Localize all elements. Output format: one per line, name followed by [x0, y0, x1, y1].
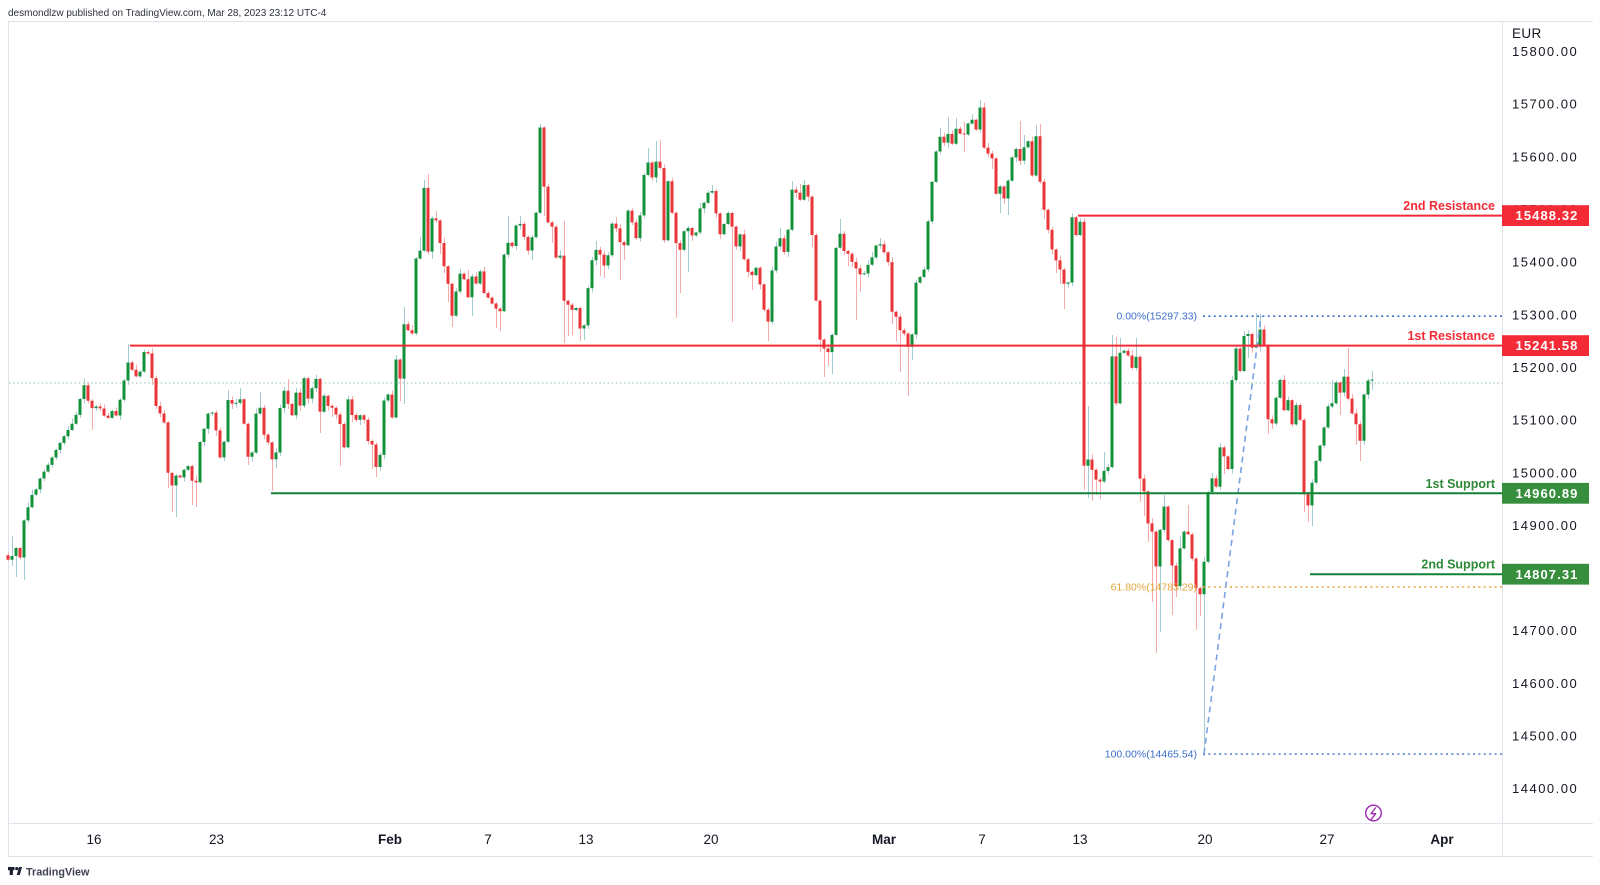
svg-text:61.80%(14783.29): 61.80%(14783.29)	[1111, 582, 1197, 594]
svg-text:15100.00: 15100.00	[1512, 413, 1578, 428]
svg-text:16: 16	[86, 832, 101, 847]
svg-text:100.00%(14465.54): 100.00%(14465.54)	[1105, 749, 1197, 761]
svg-text:1st Resistance: 1st Resistance	[1407, 329, 1495, 343]
svg-text:1st Support: 1st Support	[1426, 477, 1496, 491]
svg-text:Mar: Mar	[872, 832, 897, 847]
svg-text:15800.00: 15800.00	[1512, 44, 1578, 59]
svg-text:13: 13	[578, 832, 593, 847]
svg-text:14400.00: 14400.00	[1512, 781, 1578, 796]
svg-text:0.00%(15297.33): 0.00%(15297.33)	[1116, 311, 1197, 323]
svg-text:27: 27	[1319, 832, 1334, 847]
svg-text:14900.00: 14900.00	[1512, 518, 1578, 533]
svg-text:15400.00: 15400.00	[1512, 255, 1578, 270]
svg-text:Apr: Apr	[1430, 832, 1454, 847]
svg-text:15000.00: 15000.00	[1512, 465, 1578, 480]
svg-text:desmondlzw published on Tradin: desmondlzw published on TradingView.com,…	[8, 8, 327, 19]
svg-text:15241.58: 15241.58	[1515, 338, 1578, 353]
svg-text:2nd Resistance: 2nd Resistance	[1403, 199, 1495, 213]
svg-text:7: 7	[978, 832, 986, 847]
svg-text:15200.00: 15200.00	[1512, 360, 1578, 375]
svg-text:15600.00: 15600.00	[1512, 149, 1578, 164]
svg-text:7: 7	[484, 832, 492, 847]
svg-text:13: 13	[1072, 832, 1087, 847]
svg-text:14500.00: 14500.00	[1512, 729, 1578, 744]
svg-text:14600.00: 14600.00	[1512, 676, 1578, 691]
svg-text:14960.89: 14960.89	[1515, 486, 1578, 501]
svg-text:23: 23	[209, 832, 224, 847]
svg-text:Feb: Feb	[378, 832, 402, 847]
svg-text:14700.00: 14700.00	[1512, 623, 1578, 638]
svg-text:TradingView: TradingView	[26, 867, 90, 879]
svg-text:14807.31: 14807.31	[1515, 567, 1578, 582]
svg-text:2nd Support: 2nd Support	[1421, 558, 1495, 572]
svg-text:20: 20	[703, 832, 718, 847]
svg-text:15700.00: 15700.00	[1512, 97, 1578, 112]
svg-text:15300.00: 15300.00	[1512, 307, 1578, 322]
svg-text:20: 20	[1197, 832, 1212, 847]
svg-text:EUR: EUR	[1512, 26, 1542, 41]
svg-text:15488.32: 15488.32	[1515, 208, 1578, 223]
